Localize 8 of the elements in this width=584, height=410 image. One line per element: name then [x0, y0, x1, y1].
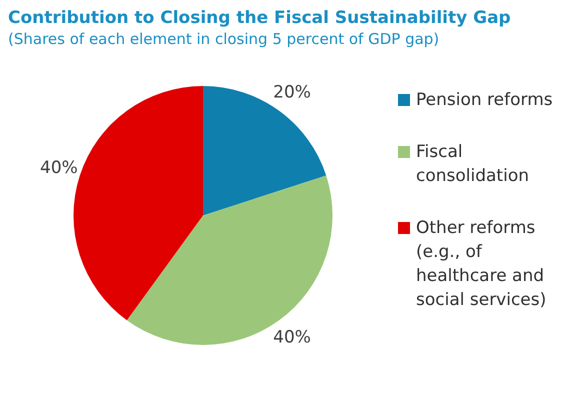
chart-title: Contribution to Closing the Fiscal Sustainability Gap — [8, 8, 512, 28]
data-label: 20% — [273, 82, 311, 102]
chart-subtitle: (Shares of each element in closing 5 percent of GDP gap) — [8, 30, 440, 48]
data-label: 40% — [273, 327, 311, 348]
data-label: 40% — [40, 158, 78, 178]
legend-label: Other reforms (e.g., of healthcare and social services) — [416, 217, 548, 312]
legend-label: Pension reforms — [416, 89, 553, 112]
legend-label: Fiscal consolidation — [416, 141, 530, 188]
